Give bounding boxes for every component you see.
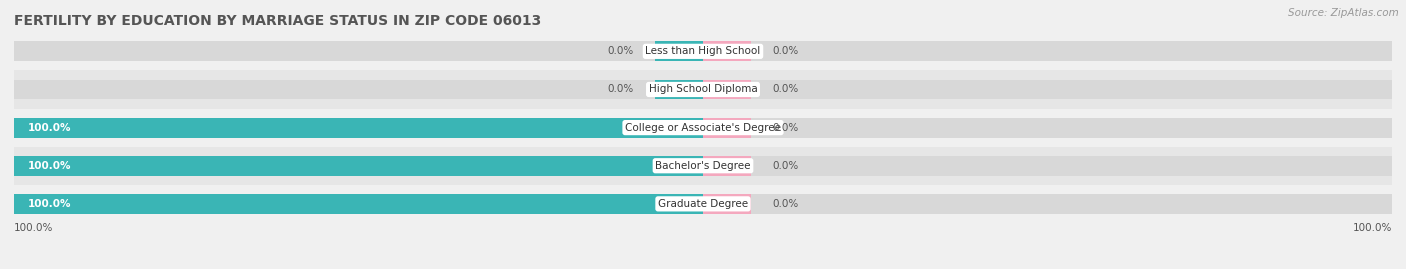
Bar (14, 185, 1392, 223)
Bar (703, 41, 751, 61)
Bar (703, 156, 751, 176)
Bar (14, 194, 703, 214)
Text: 0.0%: 0.0% (607, 46, 634, 56)
Text: College or Associate's Degree: College or Associate's Degree (626, 123, 780, 133)
Bar (14, 70, 1392, 108)
Text: 0.0%: 0.0% (772, 84, 799, 94)
Text: Source: ZipAtlas.com: Source: ZipAtlas.com (1288, 8, 1399, 18)
Text: 0.0%: 0.0% (607, 84, 634, 94)
Bar (14, 118, 1392, 137)
Text: Bachelor's Degree: Bachelor's Degree (655, 161, 751, 171)
Text: FERTILITY BY EDUCATION BY MARRIAGE STATUS IN ZIP CODE 06013: FERTILITY BY EDUCATION BY MARRIAGE STATU… (14, 14, 541, 28)
Bar (703, 118, 751, 137)
Bar (655, 80, 703, 99)
Bar (703, 80, 751, 99)
Text: Less than High School: Less than High School (645, 46, 761, 56)
Bar (14, 32, 1392, 70)
Text: High School Diploma: High School Diploma (648, 84, 758, 94)
Text: 100.0%: 100.0% (28, 161, 72, 171)
Bar (703, 194, 751, 214)
Text: 0.0%: 0.0% (772, 46, 799, 56)
Bar (14, 194, 1392, 214)
Bar (14, 156, 1392, 176)
Bar (14, 156, 703, 176)
Bar (14, 118, 703, 137)
Text: 0.0%: 0.0% (772, 123, 799, 133)
Text: 0.0%: 0.0% (772, 199, 799, 209)
Text: 100.0%: 100.0% (28, 123, 72, 133)
Text: 100.0%: 100.0% (1353, 222, 1392, 232)
Bar (655, 41, 703, 61)
Bar (14, 41, 1392, 61)
Bar (14, 147, 1392, 185)
Text: 100.0%: 100.0% (28, 199, 72, 209)
Bar (14, 108, 1392, 147)
Text: 100.0%: 100.0% (14, 222, 53, 232)
Text: Graduate Degree: Graduate Degree (658, 199, 748, 209)
Text: 0.0%: 0.0% (772, 161, 799, 171)
Bar (14, 80, 1392, 99)
